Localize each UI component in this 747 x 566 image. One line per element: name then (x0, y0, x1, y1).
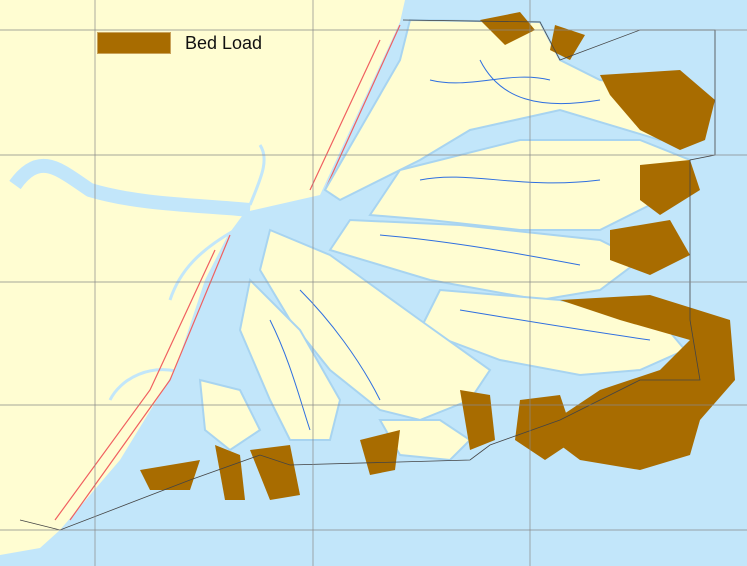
study-area-boundary (19, 19, 716, 531)
bed-load-swatch (97, 32, 171, 54)
river (9, 158, 251, 217)
delta-islands (198, 18, 702, 462)
legend-label-bed-load: Bed Load (185, 32, 263, 53)
map-legend: Bed Load (97, 32, 262, 54)
tributary (108, 368, 191, 401)
channel-network (269, 59, 651, 431)
tributary (168, 228, 236, 301)
tributary (248, 144, 266, 206)
road-network (54, 24, 401, 521)
